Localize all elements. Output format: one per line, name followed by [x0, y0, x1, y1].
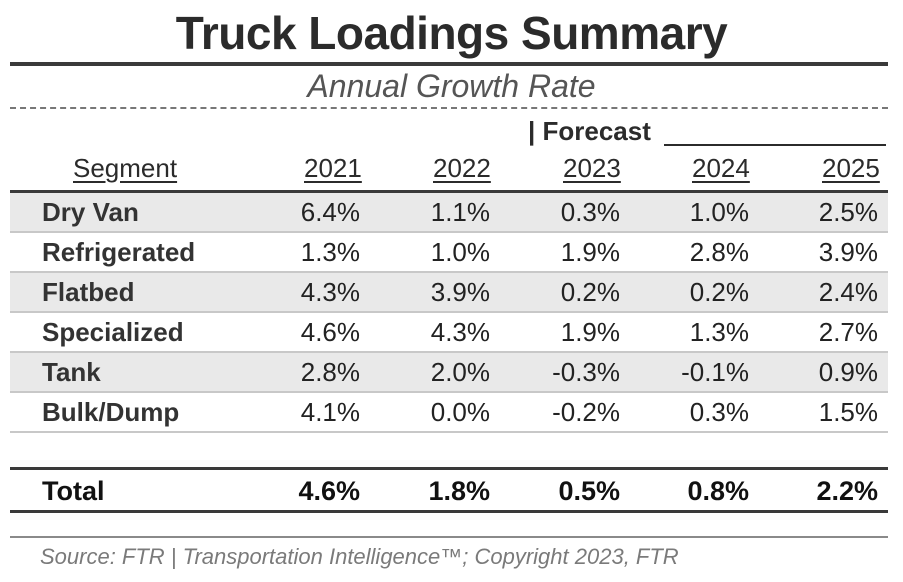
total-cell: 0.8%	[687, 476, 749, 506]
table-row: Specialized 4.6% 4.3% 1.9% 1.3% 2.7%	[10, 313, 888, 353]
table-cell: 2.0%	[430, 357, 490, 387]
forecast-underline	[664, 144, 886, 146]
table-cell: 2.8%	[300, 357, 360, 387]
segment-label: Refrigerated	[42, 237, 196, 267]
table-row: Bulk/Dump 4.1% 0.0% -0.2% 0.3% 1.5%	[10, 393, 888, 433]
table-cell: 0.9%	[818, 357, 878, 387]
table-cell: 1.9%	[560, 317, 620, 347]
segment-label: Tank	[42, 357, 101, 387]
footer-rule	[10, 536, 888, 538]
table-cell: 1.9%	[560, 237, 620, 267]
table-cell: 0.2%	[689, 277, 749, 307]
page-title: Truck Loadings Summary	[175, 7, 728, 59]
total-row: Total 4.6% 1.8% 0.5% 0.8% 2.2%	[10, 472, 888, 512]
header-rule	[10, 190, 888, 193]
table-cell: 0.0%	[430, 397, 490, 427]
total-cell: 1.8%	[428, 476, 490, 506]
segment-label: Specialized	[42, 317, 184, 347]
segment-label: Flatbed	[42, 277, 135, 307]
table-cell: 1.0%	[430, 237, 490, 267]
table-header: Segment 2021 2022 2023 2024 2025	[10, 153, 888, 193]
row-divider	[10, 271, 888, 273]
year-header: 2025	[822, 153, 880, 183]
table-cell: 2.4%	[818, 277, 878, 307]
table-cell: 1.0%	[689, 197, 749, 227]
row-divider	[10, 431, 888, 433]
table-cell: 4.1%	[300, 397, 360, 427]
table-row: Refrigerated 1.3% 1.0% 1.9% 2.8% 3.9%	[10, 233, 888, 273]
total-cell: 0.5%	[558, 476, 620, 506]
row-divider	[10, 351, 888, 353]
table-row: Tank 2.8% 2.0% -0.3% -0.1% 0.9%	[10, 353, 888, 393]
table-cell: 0.3%	[689, 397, 749, 427]
year-header: 2023	[563, 153, 621, 183]
table-cell: 3.9%	[430, 277, 490, 307]
subtitle: Annual Growth Rate	[307, 68, 596, 104]
table-row: Flatbed 4.3% 3.9% 0.2% 0.2% 2.4%	[10, 273, 888, 313]
table-cell: 0.3%	[560, 197, 620, 227]
table-cell: 4.3%	[300, 277, 360, 307]
year-header: 2024	[692, 153, 750, 183]
row-divider	[10, 231, 888, 233]
table-cell: 3.9%	[818, 237, 878, 267]
table-cell: 1.1%	[430, 197, 490, 227]
table-cell: -0.3%	[552, 357, 620, 387]
table-cell: 2.5%	[818, 197, 878, 227]
table-cell: 2.8%	[689, 237, 749, 267]
total-bottom-rule	[10, 510, 888, 513]
table-cell: 0.2%	[560, 277, 620, 307]
source-note: Source: FTR | Transportation Intelligenc…	[40, 544, 679, 569]
subtitle-divider	[10, 107, 888, 109]
year-header: 2021	[304, 153, 362, 183]
total-label: Total	[42, 476, 105, 506]
table-cell: 4.3%	[430, 317, 490, 347]
year-header: 2022	[433, 153, 491, 183]
table-cell: 1.5%	[818, 397, 878, 427]
table-cell: -0.1%	[681, 357, 749, 387]
table-cell: -0.2%	[552, 397, 620, 427]
table-cell: 4.6%	[300, 317, 360, 347]
total-top-rule	[10, 467, 888, 470]
row-divider	[10, 391, 888, 393]
segment-label: Dry Van	[42, 197, 139, 227]
table-cell: 1.3%	[689, 317, 749, 347]
table-cell: 2.7%	[818, 317, 878, 347]
segment-header: Segment	[73, 153, 178, 183]
table-row: Dry Van 6.4% 1.1% 0.3% 1.0% 2.5%	[10, 193, 888, 233]
table-cell: 6.4%	[300, 197, 360, 227]
forecast-label: | Forecast	[528, 116, 651, 146]
table-cell: 1.3%	[300, 237, 360, 267]
segment-label: Bulk/Dump	[42, 397, 180, 427]
title-divider	[10, 62, 888, 66]
total-cell: 2.2%	[816, 476, 878, 506]
total-cell: 4.6%	[298, 476, 360, 506]
row-divider	[10, 311, 888, 313]
